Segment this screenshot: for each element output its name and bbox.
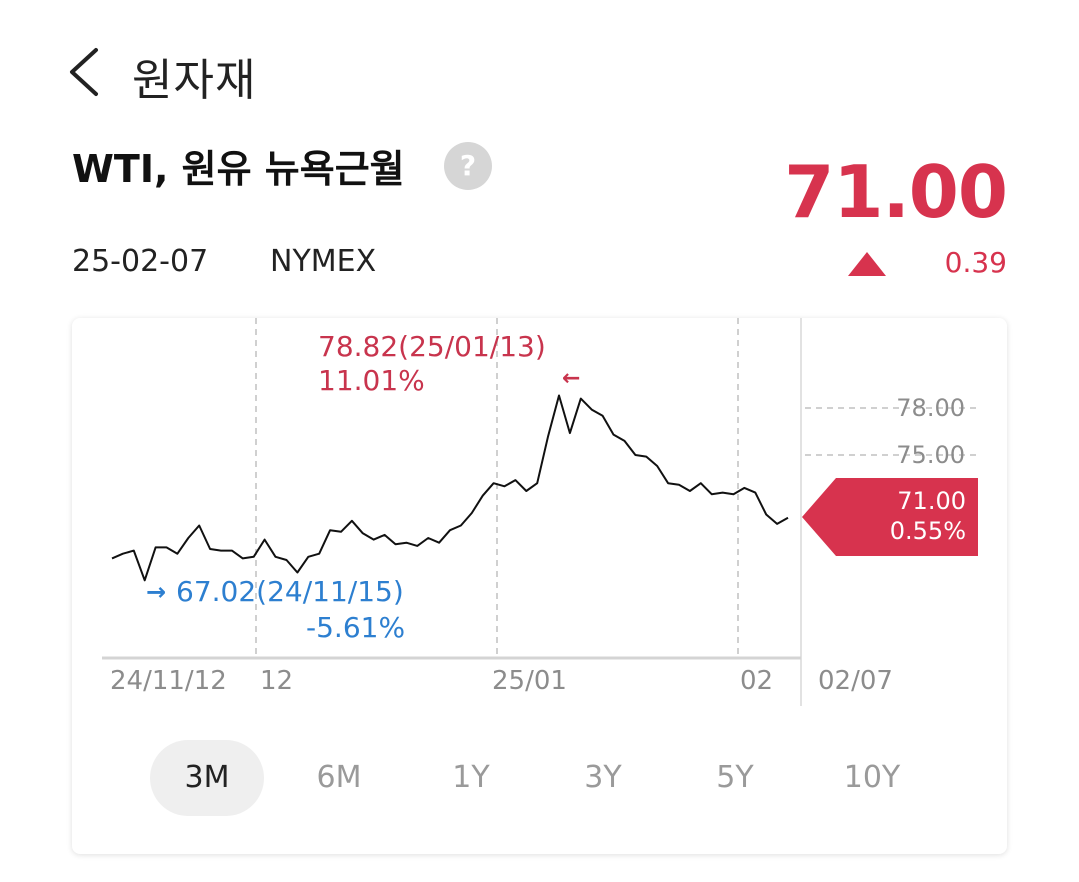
back-button[interactable] [62, 44, 112, 100]
page-title: 원자재 [132, 55, 257, 106]
price-change: 0.39 [944, 246, 1007, 279]
arrow-right-icon: → [146, 578, 167, 606]
x-tick-label: 24/11/12 [110, 666, 227, 696]
high-annotation: 78.82(25/01/13) 11.01% [318, 330, 546, 398]
period-3m-button[interactable]: 3M [150, 740, 264, 816]
low-value-label: 67.02(24/11/15) [176, 575, 404, 608]
price-line-series [111, 394, 789, 582]
period-5y-button[interactable]: 5Y [716, 760, 754, 795]
quote-date: 25-02-07 [72, 244, 209, 279]
x-tick-label: 25/01 [492, 666, 567, 696]
period-3y-button[interactable]: 3Y [584, 760, 622, 795]
question-mark-icon[interactable]: ? [444, 142, 492, 190]
chevron-left-icon [70, 48, 98, 96]
exchange-name: NYMEX [270, 244, 377, 279]
x-tick-label: 12 [260, 666, 294, 696]
arrow-left-icon: ← [562, 366, 581, 391]
low-pct-label: -5.61% [306, 611, 406, 644]
chart-gridlines [102, 318, 978, 706]
y-tick-label: 75.00 [896, 441, 965, 469]
current-price-tag: 71.00 0.55% [802, 478, 978, 556]
period-6m-button[interactable]: 6M [316, 760, 362, 795]
low-annotation: 67.02(24/11/15) -5.61% [176, 574, 405, 646]
period-selector: 3M 6M 1Y 3Y 5Y 10Y [150, 740, 930, 816]
y-tick-label: 78.00 [896, 394, 965, 422]
app-header: 원자재 [0, 0, 1079, 130]
period-1y-button[interactable]: 1Y [452, 760, 490, 795]
instrument-name: WTI, 원유 뉴욕근월 [72, 147, 405, 191]
triangle-up-icon [848, 252, 886, 276]
tag-pct: 0.55% [889, 517, 966, 545]
period-10y-button[interactable]: 10Y [843, 760, 901, 795]
x-tick-label: 02 [740, 666, 774, 696]
high-value-label: 78.82(25/01/13) [318, 330, 546, 363]
current-price: 71.00 [784, 150, 1008, 234]
x-tick-label: 02/07 [818, 666, 893, 696]
high-pct-label: 11.01% [318, 364, 425, 397]
tag-price: 71.00 [897, 487, 966, 515]
